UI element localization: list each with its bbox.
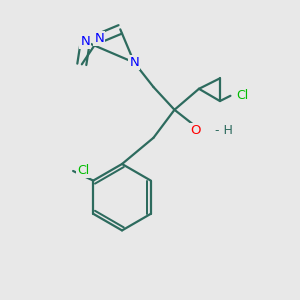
Text: N: N xyxy=(80,35,90,48)
Text: O: O xyxy=(190,124,201,137)
Text: N: N xyxy=(129,56,139,69)
Text: N: N xyxy=(94,32,104,45)
Text: Cl: Cl xyxy=(77,164,89,178)
Text: - H: - H xyxy=(215,124,232,137)
Text: Cl: Cl xyxy=(236,89,249,102)
